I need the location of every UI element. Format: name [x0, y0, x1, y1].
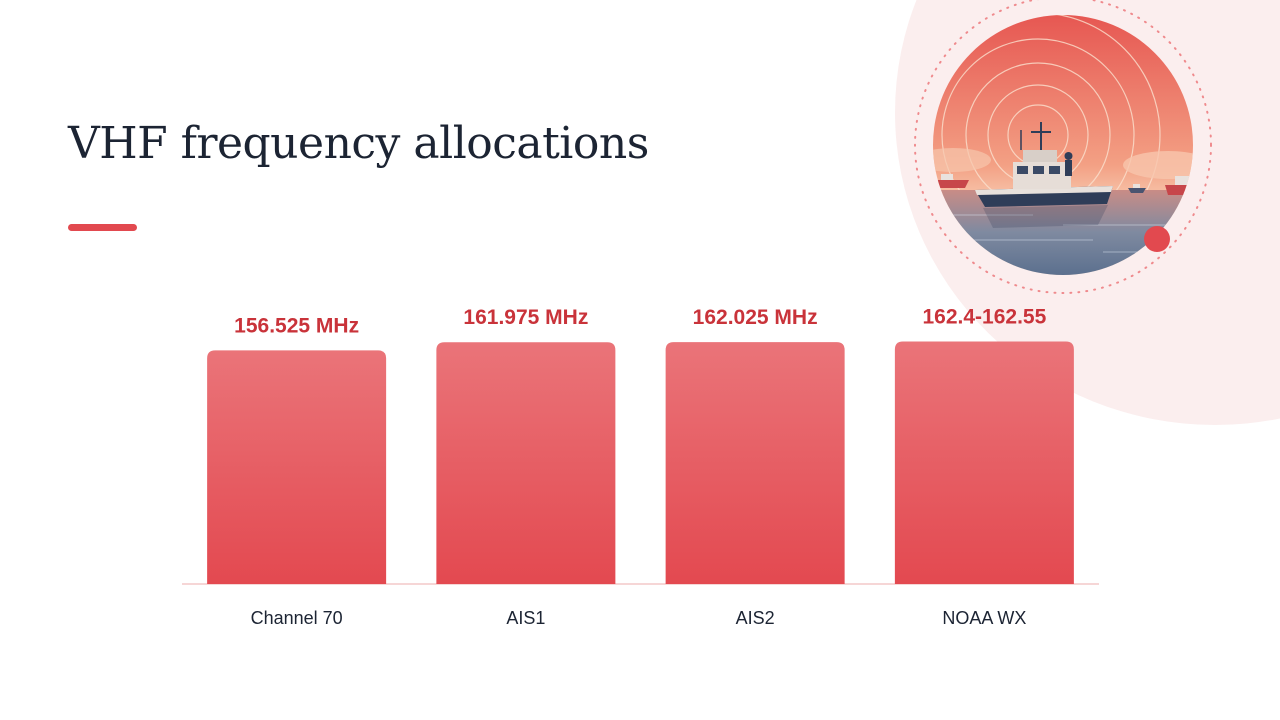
category-label: AIS2 — [736, 608, 775, 628]
slide-title: VHF frequency allocations — [68, 118, 649, 169]
category-label: AIS1 — [506, 608, 545, 628]
category-label: NOAA WX — [942, 608, 1026, 628]
bar-ais1 — [436, 342, 616, 584]
boat-radio-waves-illustration — [914, 0, 1212, 294]
bar-channel-70 — [207, 350, 387, 584]
title-accent-bar — [68, 224, 137, 231]
bar-value-label: 161.975 MHz — [463, 306, 588, 329]
bar-noaa-wx — [894, 341, 1074, 584]
category-label: Channel 70 — [251, 608, 343, 628]
bar-value-label: 162.4-162.55 — [922, 306, 1046, 329]
bar-value-label: 162.025 MHz — [693, 306, 818, 329]
bar-ais2 — [665, 342, 845, 584]
bar-value-label: 156.525 MHz — [234, 314, 359, 337]
